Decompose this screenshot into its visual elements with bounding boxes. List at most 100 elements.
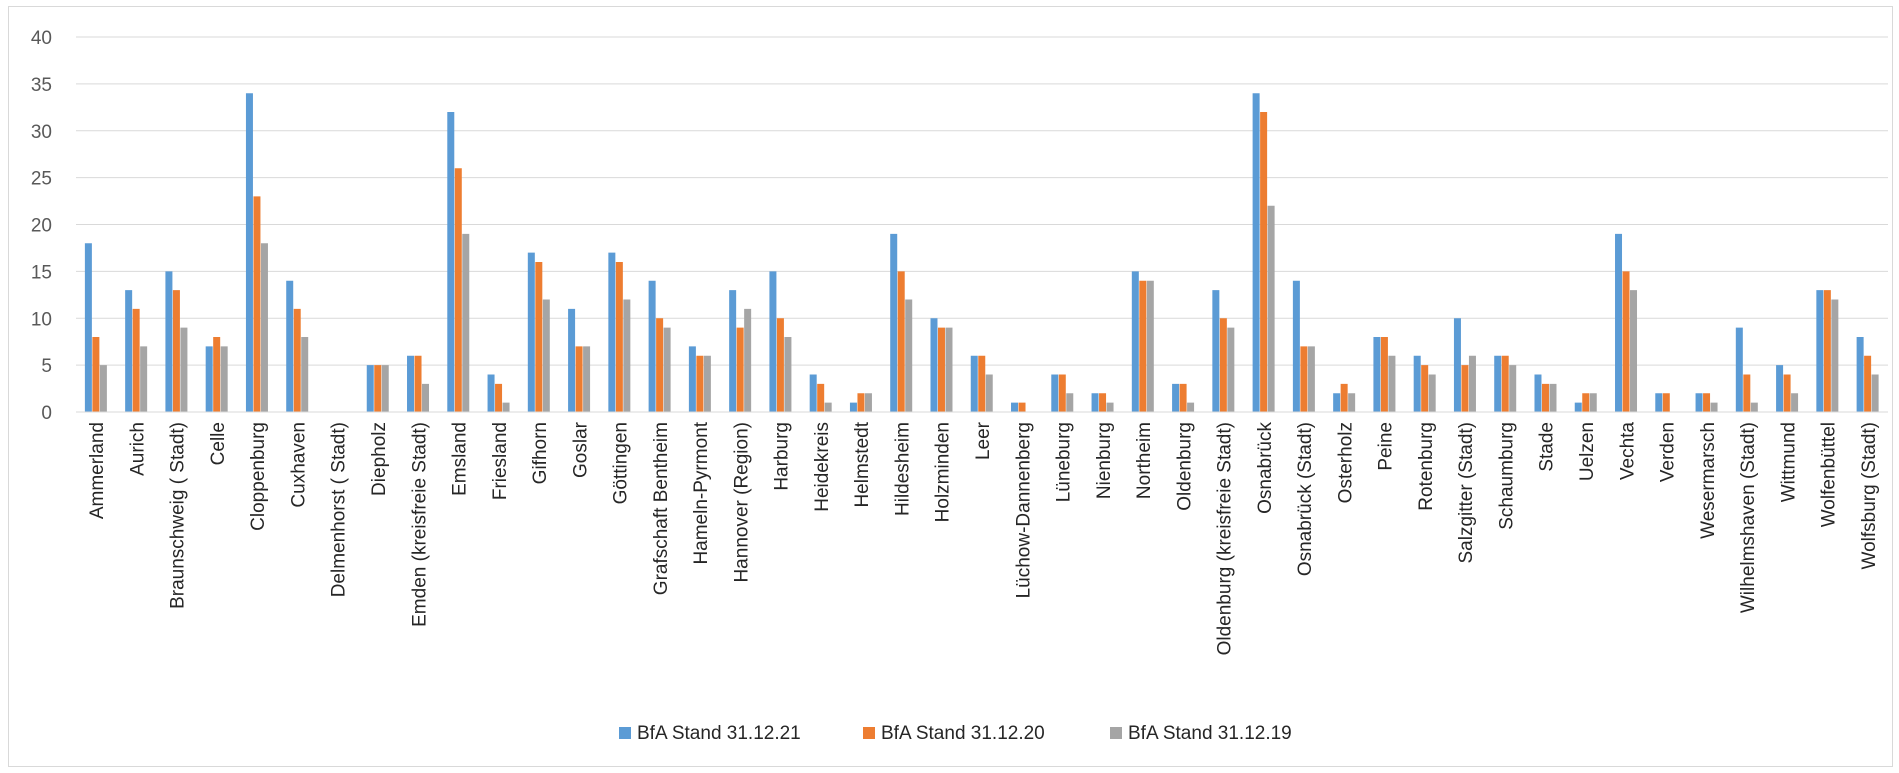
x-category-label: Oldenburg (kreisfreie Stadt)	[1215, 422, 1236, 655]
bar	[140, 346, 148, 412]
x-category-label: Osnabrück (Stadt)	[1295, 422, 1316, 576]
x-category-label: Hannover (Region)	[731, 422, 752, 583]
x-category-label: Celle	[208, 422, 229, 465]
bar	[1187, 402, 1195, 412]
bar	[213, 337, 221, 412]
bar	[809, 374, 817, 412]
bar	[414, 355, 422, 412]
bar	[1252, 93, 1260, 412]
bar	[1501, 355, 1509, 412]
bar	[1662, 393, 1670, 412]
bar	[245, 93, 253, 412]
bar	[1750, 402, 1758, 412]
y-tick-label: 30	[31, 122, 52, 143]
bar	[1549, 383, 1557, 412]
y-tick-label: 20	[31, 216, 52, 237]
bar	[1864, 355, 1872, 412]
bar	[1179, 383, 1187, 412]
bar	[1783, 374, 1791, 412]
x-category-label: Holzminden	[933, 422, 954, 522]
x-category-label: Harburg	[772, 422, 793, 491]
x-category-label: Uelzen	[1577, 422, 1598, 481]
x-category-label: Peine	[1376, 422, 1397, 471]
bar	[1099, 393, 1107, 412]
y-tick-label: 10	[31, 309, 52, 330]
bar	[648, 280, 656, 412]
bar	[1380, 337, 1388, 412]
bar	[422, 383, 430, 412]
bar	[1453, 318, 1461, 412]
bar	[462, 233, 470, 412]
legend-label: BfA Stand 31.12.20	[881, 723, 1045, 744]
bar	[583, 346, 591, 412]
bar	[1066, 393, 1074, 412]
bar	[502, 402, 510, 412]
bar	[1735, 327, 1743, 412]
bar	[937, 327, 945, 412]
bar	[1018, 402, 1026, 412]
bar	[220, 346, 228, 412]
bar	[776, 318, 784, 412]
x-category-label: Diepholz	[369, 422, 390, 496]
bar	[374, 365, 382, 412]
x-category-label: Wittmund	[1778, 422, 1799, 502]
y-tick-label: 40	[31, 28, 52, 49]
x-category-label: Lüchow-Dannenberg	[1013, 422, 1034, 598]
bar	[663, 327, 671, 412]
bar	[205, 346, 213, 412]
bar	[824, 402, 832, 412]
x-category-label: Wilhelmshaven (Stadt)	[1738, 422, 1759, 613]
x-category-label: Lüneburg	[1054, 422, 1075, 502]
x-category-label: Osterholz	[1335, 422, 1356, 503]
bar	[615, 262, 623, 412]
bar	[623, 299, 631, 412]
x-category-label: Braunschweig ( Stadt)	[168, 422, 189, 609]
bar	[125, 290, 133, 412]
bar	[729, 290, 737, 412]
x-category-label: Helmstedt	[852, 421, 873, 507]
bar	[1058, 374, 1066, 412]
x-category-label: Friesland	[490, 422, 511, 500]
bar	[769, 271, 777, 412]
legend-label: BfA Stand 31.12.21	[637, 723, 801, 744]
x-category-label: Emsland	[450, 422, 471, 496]
x-category-label: Schaumburg	[1496, 422, 1517, 530]
x-axis-category-labels: Ammerland Aurich Braunschweig ( Stadt) Cell…	[87, 421, 1880, 655]
bar	[568, 308, 576, 412]
x-category-label: Nienburg	[1094, 422, 1115, 499]
x-category-label: Hameln-Pyrmont	[691, 421, 712, 564]
bar	[897, 271, 905, 412]
bar	[92, 337, 100, 412]
x-category-label: Wesermarsch	[1698, 422, 1719, 539]
bar	[784, 337, 792, 412]
bar	[1494, 355, 1502, 412]
bar	[1011, 402, 1019, 412]
bar	[736, 327, 744, 412]
chart-frame	[8, 6, 1893, 767]
y-tick-label: 15	[31, 262, 52, 283]
bar	[1655, 393, 1663, 412]
bar	[1300, 346, 1308, 412]
bar	[1340, 383, 1348, 412]
bar	[1292, 280, 1300, 412]
bar	[495, 383, 503, 412]
x-category-label: Ammerland	[87, 422, 108, 519]
bar	[447, 112, 455, 412]
bar	[1461, 365, 1469, 412]
bar	[1856, 337, 1864, 412]
bar	[1373, 337, 1381, 412]
x-category-label: Leer	[973, 421, 994, 460]
bar	[1816, 290, 1824, 412]
y-tick-label: 25	[31, 169, 52, 190]
bar	[1388, 355, 1396, 412]
legend-swatch	[863, 727, 875, 739]
bar	[1695, 393, 1703, 412]
x-category-label: Cloppenburg	[248, 422, 269, 531]
x-category-label: Wolfsburg (Stadt)	[1859, 422, 1880, 569]
bar	[1307, 346, 1315, 412]
y-tick-label: 5	[41, 356, 52, 377]
bar	[253, 196, 261, 412]
bar	[1267, 205, 1275, 412]
bar	[1212, 290, 1220, 412]
x-category-label: Aurich	[127, 422, 148, 476]
